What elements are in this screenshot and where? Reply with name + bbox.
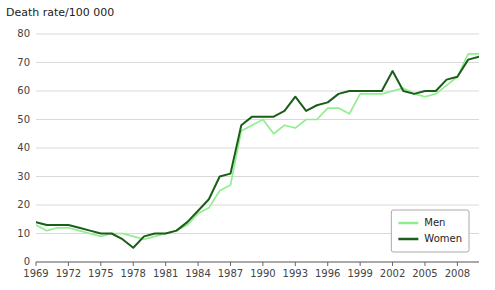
y-tick-label: 50: [17, 114, 30, 125]
y-tick-label: 70: [17, 57, 30, 68]
grid-line: [36, 119, 479, 120]
x-tick: [100, 262, 101, 266]
y-tick-label: 20: [17, 199, 30, 210]
y-tick-label: 10: [17, 228, 30, 239]
x-tick: [457, 262, 458, 266]
x-tick-label: 2002: [380, 268, 405, 279]
chart: 0 10 20 30 40 50 60 70 80 1969 1972 1975 1978 1981 198…: [0, 0, 495, 290]
x-tick-label: 1975: [88, 268, 113, 279]
x-tick: [198, 262, 199, 266]
x-tick-label: 1990: [250, 268, 275, 279]
x-tick-label: 1999: [347, 268, 372, 279]
grid-line: [36, 148, 479, 149]
x-tick-label: 1978: [121, 268, 146, 279]
grid-line: [36, 176, 479, 177]
y-grid: [36, 34, 479, 262]
legend-swatch: [398, 222, 418, 225]
grid-line: [36, 62, 479, 63]
x-axis-line: [36, 262, 479, 263]
x-tick: [424, 262, 425, 266]
x-tick-label: 2008: [445, 268, 470, 279]
y-tick-label: 80: [17, 28, 30, 39]
x-tick: [392, 262, 393, 266]
x-tick: [295, 262, 296, 266]
x-tick-label: 1972: [56, 268, 81, 279]
grid-line: [36, 262, 479, 263]
grid-line: [36, 205, 479, 206]
x-tick: [36, 262, 37, 266]
y-tick-label: 30: [17, 171, 30, 182]
legend-label: Men: [424, 217, 445, 228]
x-tick: [327, 262, 328, 266]
x-tick-label: 1987: [218, 268, 243, 279]
legend-swatch: [398, 238, 418, 241]
x-tick: [230, 262, 231, 266]
x-tick-label: 1969: [23, 268, 48, 279]
x-tick-label: 1996: [315, 268, 340, 279]
x-tick-label: 1981: [153, 268, 178, 279]
y-axis-label: Death rate/100 000: [6, 6, 114, 19]
y-tick-label: 0: [24, 256, 30, 267]
legend-label: Women: [424, 233, 462, 244]
y-tick-label: 60: [17, 85, 30, 96]
x-tick-label: 1993: [283, 268, 308, 279]
grid-line: [36, 34, 479, 35]
x-tick: [360, 262, 361, 266]
legend-box: [391, 210, 469, 252]
x-tick: [133, 262, 134, 266]
x-tick: [68, 262, 69, 266]
x-tick-label: 2005: [412, 268, 437, 279]
x-tick: [262, 262, 263, 266]
grid-line: [36, 91, 479, 92]
x-tick: [165, 262, 166, 266]
x-tick-label: 1984: [185, 268, 210, 279]
legend: Men Women: [391, 210, 469, 252]
y-tick-label: 40: [17, 142, 30, 153]
